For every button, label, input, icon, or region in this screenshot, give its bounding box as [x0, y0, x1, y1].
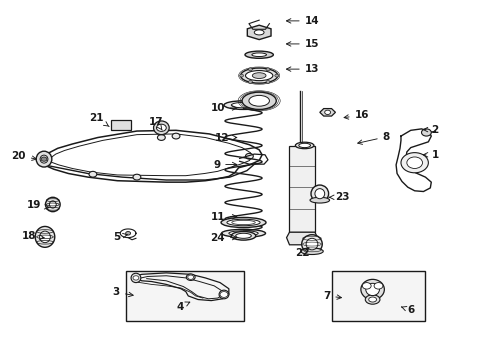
Ellipse shape	[242, 92, 276, 109]
Circle shape	[172, 133, 180, 139]
Circle shape	[133, 276, 139, 280]
Text: 15: 15	[286, 39, 319, 49]
Ellipse shape	[221, 229, 265, 237]
Text: 13: 13	[286, 64, 319, 74]
Circle shape	[248, 68, 252, 71]
Text: 3: 3	[113, 287, 133, 297]
Ellipse shape	[226, 219, 260, 226]
Ellipse shape	[153, 121, 169, 135]
Ellipse shape	[310, 185, 328, 202]
Circle shape	[421, 129, 430, 136]
Circle shape	[157, 135, 165, 140]
Circle shape	[239, 74, 243, 77]
Text: 2: 2	[423, 125, 438, 135]
Text: 11: 11	[210, 212, 236, 222]
Ellipse shape	[131, 273, 141, 283]
Text: 21: 21	[89, 113, 109, 127]
Ellipse shape	[300, 248, 323, 255]
Ellipse shape	[298, 143, 310, 148]
Circle shape	[406, 157, 422, 168]
Ellipse shape	[248, 95, 269, 106]
Ellipse shape	[36, 151, 52, 167]
Ellipse shape	[231, 102, 255, 108]
Ellipse shape	[244, 51, 273, 58]
Ellipse shape	[40, 155, 48, 163]
Circle shape	[187, 275, 193, 279]
Ellipse shape	[251, 53, 266, 57]
Ellipse shape	[235, 233, 251, 238]
Text: 19: 19	[27, 200, 49, 210]
Circle shape	[89, 171, 97, 177]
Bar	[111, 120, 131, 130]
Text: 12: 12	[215, 132, 236, 143]
Text: 10: 10	[210, 103, 236, 113]
Ellipse shape	[231, 231, 255, 240]
Ellipse shape	[309, 197, 329, 203]
Text: 6: 6	[401, 305, 413, 315]
Text: 4: 4	[176, 302, 189, 312]
Ellipse shape	[40, 231, 50, 243]
Circle shape	[248, 80, 252, 83]
Circle shape	[133, 174, 141, 180]
Text: 16: 16	[344, 110, 368, 120]
Ellipse shape	[305, 238, 317, 250]
Text: 24: 24	[210, 233, 236, 243]
Circle shape	[373, 283, 382, 289]
Ellipse shape	[365, 283, 379, 296]
Bar	[331, 271, 425, 321]
Circle shape	[400, 153, 427, 173]
Ellipse shape	[360, 279, 384, 300]
Text: 9: 9	[213, 159, 236, 170]
Text: 8: 8	[357, 132, 389, 144]
Ellipse shape	[365, 295, 379, 304]
Circle shape	[125, 231, 130, 235]
Ellipse shape	[35, 226, 55, 247]
Text: 7: 7	[322, 291, 341, 301]
Text: 22: 22	[294, 248, 309, 258]
Ellipse shape	[314, 189, 324, 199]
Circle shape	[156, 124, 166, 131]
Polygon shape	[247, 25, 270, 40]
Polygon shape	[319, 109, 335, 116]
Text: 1: 1	[423, 150, 438, 160]
Circle shape	[41, 157, 47, 161]
Text: 14: 14	[286, 16, 319, 26]
Ellipse shape	[228, 231, 258, 236]
Text: 18: 18	[22, 231, 44, 241]
Circle shape	[265, 68, 269, 71]
Circle shape	[245, 153, 253, 159]
Circle shape	[274, 74, 278, 77]
Ellipse shape	[186, 274, 195, 280]
Bar	[126, 271, 243, 321]
Text: 20: 20	[11, 150, 36, 161]
Text: 23: 23	[328, 192, 349, 202]
Ellipse shape	[224, 101, 263, 109]
Circle shape	[220, 292, 227, 297]
Circle shape	[362, 283, 370, 289]
Circle shape	[41, 156, 49, 162]
Text: 17: 17	[149, 117, 163, 130]
Ellipse shape	[295, 142, 313, 149]
Text: 5: 5	[113, 232, 127, 242]
Ellipse shape	[252, 73, 265, 78]
Ellipse shape	[301, 235, 322, 253]
Ellipse shape	[49, 201, 56, 208]
Ellipse shape	[368, 297, 376, 302]
Ellipse shape	[45, 197, 60, 212]
Ellipse shape	[221, 217, 265, 228]
Circle shape	[324, 110, 330, 114]
Polygon shape	[286, 232, 317, 245]
Ellipse shape	[254, 30, 264, 35]
Ellipse shape	[219, 290, 228, 299]
Circle shape	[265, 80, 269, 83]
Ellipse shape	[240, 68, 277, 83]
Ellipse shape	[245, 71, 272, 81]
Bar	[289, 146, 314, 232]
